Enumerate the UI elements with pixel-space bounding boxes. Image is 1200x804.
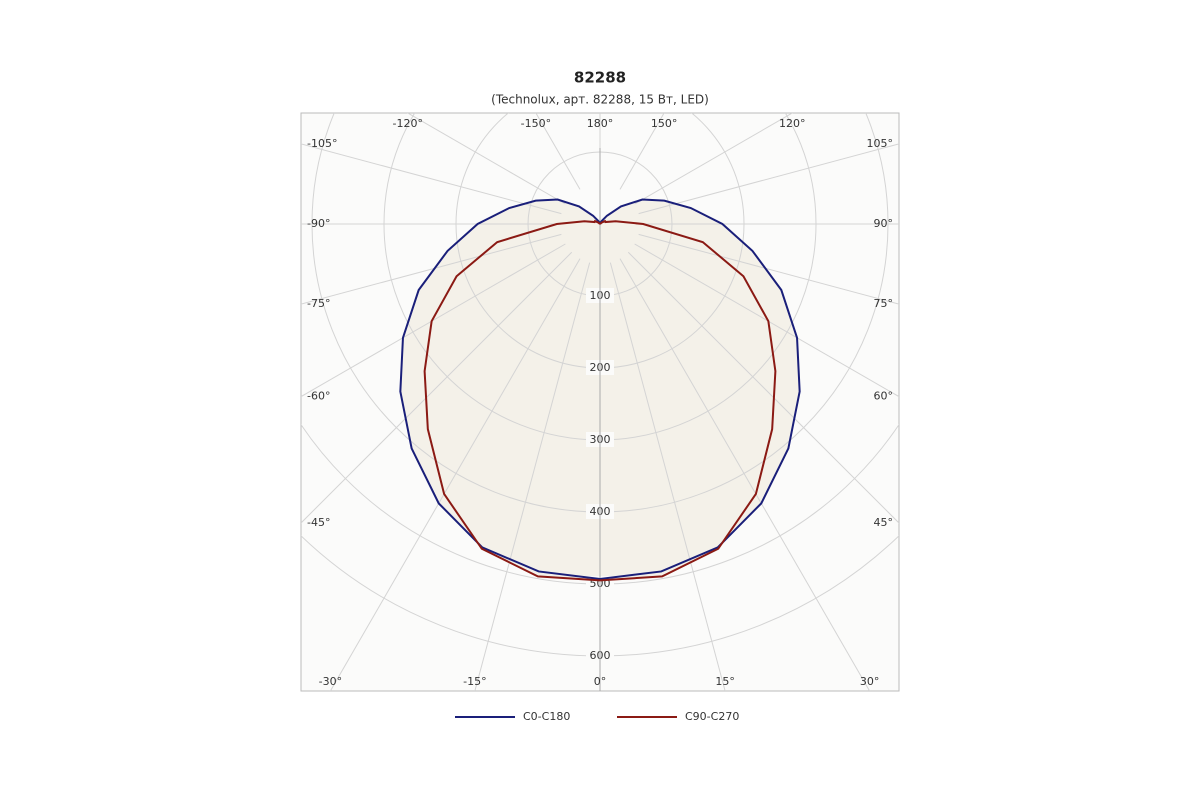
grid-spoke xyxy=(301,233,562,305)
angle-tick-label: 90° xyxy=(874,217,894,230)
angle-tick-label: 150° xyxy=(651,117,678,130)
grid-spoke xyxy=(474,262,591,691)
grid-spoke xyxy=(301,243,566,398)
angle-tick-label: 180° xyxy=(587,117,614,130)
grid-spoke xyxy=(609,262,726,691)
angle-tick-label: -105° xyxy=(307,137,337,150)
legend-label: C0-C180 xyxy=(523,710,570,723)
angle-tick-label: -60° xyxy=(307,390,330,403)
grid-spoke xyxy=(627,251,899,524)
grid-spoke xyxy=(329,258,581,691)
series-line xyxy=(399,198,801,580)
angle-tick-label: -75° xyxy=(307,297,330,310)
angle-tick-label: -45° xyxy=(307,516,330,529)
grid-spoke xyxy=(301,251,573,524)
legend-label: C90-C270 xyxy=(685,710,739,723)
angle-tick-label: 60° xyxy=(874,390,894,403)
angle-tick-label: -150° xyxy=(521,117,551,130)
angle-tick-label: 120° xyxy=(779,117,806,130)
grid-spoke xyxy=(638,233,899,305)
grid-spoke xyxy=(301,143,562,215)
grid-spoke xyxy=(619,258,871,691)
grid-spoke xyxy=(634,243,899,398)
chart-title: 82288 xyxy=(574,69,626,87)
angle-tick-label: -90° xyxy=(307,217,330,230)
grid-spoke xyxy=(634,113,794,205)
angle-tick-label: 30° xyxy=(860,675,880,688)
angle-tick-label: 45° xyxy=(874,516,894,529)
angle-tick-label: -120° xyxy=(393,117,423,130)
angle-tick-label: -30° xyxy=(319,675,342,688)
series-line xyxy=(423,219,777,582)
angle-tick-label: 15° xyxy=(715,675,735,688)
angle-tick-label: -15° xyxy=(463,675,486,688)
grid-spoke xyxy=(406,113,566,205)
angle-tick-label: 0° xyxy=(594,675,607,688)
chart-subtitle: (Technolux, арт. 82288, 15 Вт, LED) xyxy=(491,93,709,107)
angle-tick-label: 75° xyxy=(874,297,894,310)
angle-tick-label: 105° xyxy=(867,137,894,150)
grid-spoke xyxy=(638,143,899,215)
